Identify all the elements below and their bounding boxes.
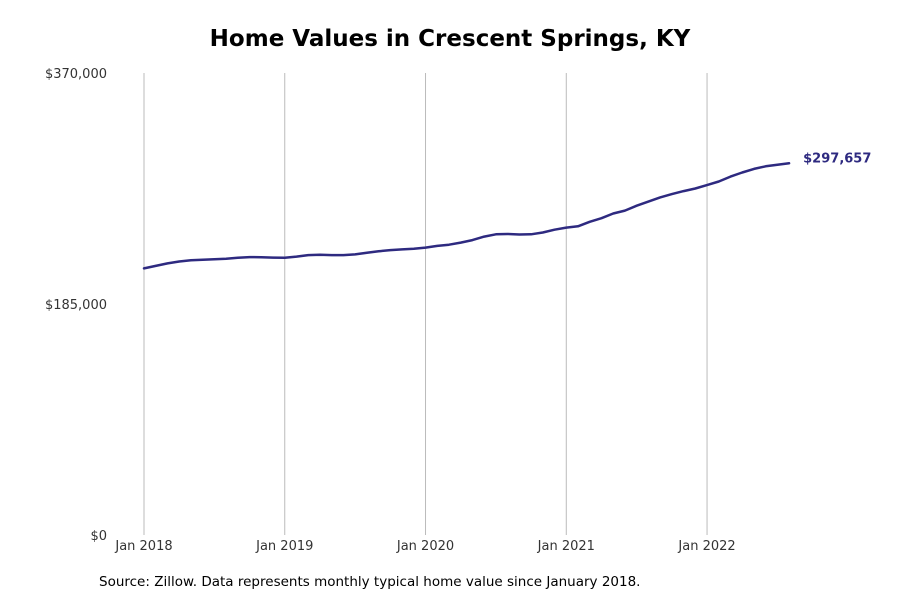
gridlines — [143, 73, 708, 535]
x-tick-label: Jan 2021 — [537, 539, 595, 554]
source-note: Source: Zillow. Data represents monthly … — [99, 574, 641, 590]
y-tick-label: $0 — [90, 529, 107, 544]
y-axis-ticks: $0 $185,000 $370,000 — [45, 67, 107, 544]
y-tick-label: $370,000 — [45, 67, 107, 82]
end-value-label: $297,657 — [803, 151, 871, 166]
x-tick-label: Jan 2018 — [114, 539, 172, 554]
chart-title: Home Values in Crescent Springs, KY — [209, 26, 691, 52]
x-axis-ticks: Jan 2018 Jan 2019 Jan 2020 Jan 2021 Jan 2022 — [114, 539, 735, 554]
x-tick-label: Jan 2022 — [677, 539, 735, 554]
series-line — [142, 162, 791, 270]
y-tick-label: $185,000 — [45, 298, 107, 313]
series-layer: $297,657 — [142, 151, 871, 270]
x-tick-label: Jan 2019 — [255, 539, 313, 554]
x-tick-label: Jan 2020 — [396, 539, 454, 554]
